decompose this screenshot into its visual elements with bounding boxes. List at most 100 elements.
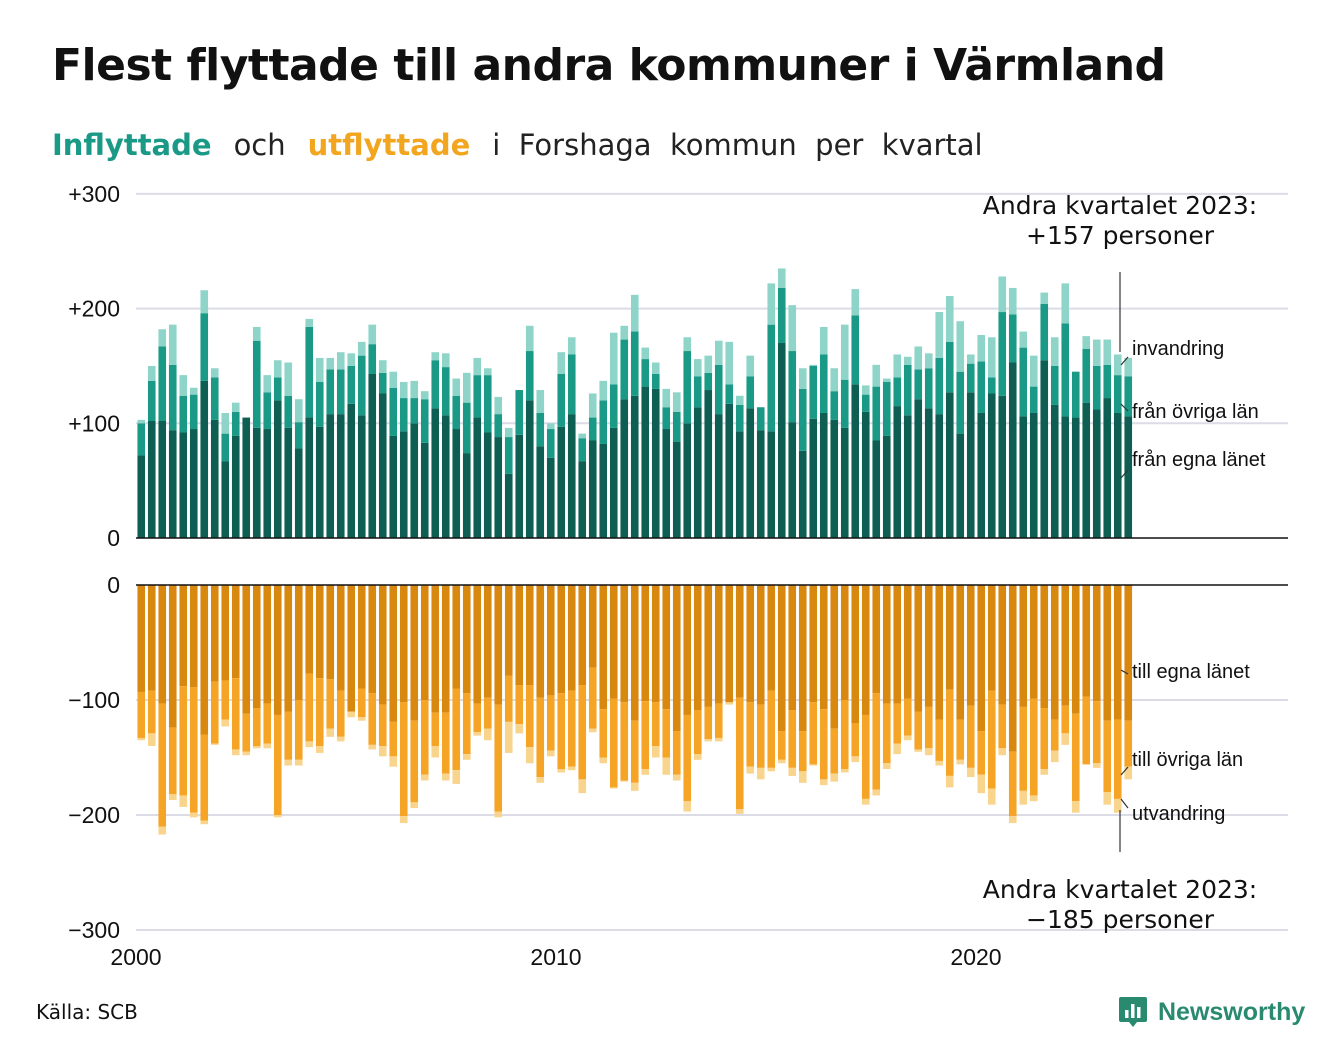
bar-out-utvandring — [872, 789, 881, 796]
bar-in-egna-lanet — [273, 400, 282, 538]
bar-in-invandring — [714, 340, 723, 365]
bar-in-invandring — [252, 326, 261, 341]
bar-in-ovriga-lan — [651, 373, 660, 389]
callouts: Andra kvartalet 2023: +157 personer Andr… — [983, 191, 1257, 934]
axes — [136, 272, 1288, 852]
bar-out-egna-lanet — [389, 585, 398, 722]
bar-out-ovriga-lan — [630, 720, 639, 783]
bar-out-egna-lanet — [903, 585, 912, 699]
bar-out-egna-lanet — [641, 585, 650, 702]
bar-in-ovriga-lan — [693, 376, 702, 408]
bar-in-egna-lanet — [504, 473, 513, 538]
bar-in-ovriga-lan — [168, 364, 177, 431]
bar-out-ovriga-lan — [903, 698, 912, 736]
grid-lines — [136, 192, 1288, 931]
bar-out-utvandring — [242, 751, 251, 756]
bar-out-utvandring — [158, 826, 167, 835]
bar-in-invandring — [347, 353, 356, 366]
bar-in-invandring — [840, 324, 849, 380]
bar-in-egna-lanet — [462, 453, 471, 538]
bar-in-ovriga-lan — [347, 365, 356, 404]
bar-in-egna-lanet — [452, 429, 461, 538]
bar-in-invandring — [483, 368, 492, 376]
bar-in-egna-lanet — [609, 427, 618, 538]
bar-out-utvandring — [1050, 750, 1059, 763]
bar-out-egna-lanet — [735, 585, 744, 698]
bar-in-egna-lanet — [914, 399, 923, 538]
bar-in-egna-lanet — [1050, 404, 1059, 538]
bar-out-utvandring — [1113, 798, 1122, 813]
bar-out-utvandring — [977, 774, 986, 794]
bar-out-egna-lanet — [525, 585, 534, 686]
bar-in-egna-lanet — [252, 427, 261, 538]
bar-in-egna-lanet — [714, 414, 723, 538]
bar-in-invandring — [158, 329, 167, 347]
bar-out-egna-lanet — [987, 585, 996, 691]
bar-out-egna-lanet — [599, 585, 608, 710]
bar-in-egna-lanet — [410, 423, 419, 538]
bar-in-egna-lanet — [861, 411, 870, 538]
bar-out-ovriga-lan — [242, 713, 251, 752]
bar-in-egna-lanet — [683, 423, 692, 538]
bar-in-ovriga-lan — [263, 392, 272, 430]
bar-out-egna-lanet — [630, 585, 639, 721]
bar-out-ovriga-lan — [683, 714, 692, 802]
bar-in-ovriga-lan — [851, 315, 860, 385]
bar-in-egna-lanet — [767, 431, 776, 538]
bar-out-egna-lanet — [1082, 585, 1091, 697]
bar-in-invandring — [168, 324, 177, 365]
bar-in-ovriga-lan — [378, 372, 387, 394]
bar-in-egna-lanet — [588, 440, 597, 538]
bar-out-egna-lanet — [368, 585, 377, 694]
bar-in-invandring — [609, 332, 618, 385]
bar-in-invandring — [410, 380, 419, 399]
bar-out-utvandring — [231, 749, 240, 756]
bar-in-egna-lanet — [924, 408, 933, 538]
bar-out-utvandring — [788, 767, 797, 776]
bar-in-ovriga-lan — [294, 422, 303, 449]
bar-out-ovriga-lan — [1029, 698, 1038, 796]
bar-out-ovriga-lan — [809, 702, 818, 765]
bar-out-egna-lanet — [714, 585, 723, 704]
bar-in-egna-lanet — [200, 380, 209, 538]
series-pointer-in — [1120, 356, 1129, 366]
bar-out-utvandring — [903, 735, 912, 741]
bar-in-ovriga-lan — [179, 395, 188, 433]
bar-out-ovriga-lan — [987, 690, 996, 789]
bar-in-invandring — [662, 388, 671, 408]
bar-out-ovriga-lan — [998, 704, 1007, 749]
bar-out-egna-lanet — [536, 585, 545, 698]
bar-out-egna-lanet — [1061, 585, 1070, 706]
bar-out-utvandring — [819, 779, 828, 786]
bar-out-utvandring — [746, 766, 755, 774]
x-tick-label: 2010 — [530, 944, 581, 970]
bar-out-egna-lanet — [1040, 585, 1049, 709]
bar-out-egna-lanet — [1071, 585, 1080, 714]
inflow-bars — [137, 268, 1133, 538]
bar-in-invandring — [200, 290, 209, 314]
bar-out-ovriga-lan — [263, 703, 272, 744]
bar-out-ovriga-lan — [861, 714, 870, 799]
bar-out-ovriga-lan — [651, 702, 660, 746]
bar-in-ovriga-lan — [473, 375, 482, 418]
bar-in-invandring — [210, 368, 219, 378]
bar-in-invandring — [473, 357, 482, 376]
bar-out-utvandring — [515, 724, 524, 734]
bar-out-egna-lanet — [977, 585, 986, 732]
bar-out-utvandring — [210, 743, 219, 745]
bar-out-ovriga-lan — [515, 685, 524, 725]
bar-in-ovriga-lan — [1082, 348, 1091, 403]
bar-in-egna-lanet — [420, 442, 429, 538]
bar-in-invandring — [945, 295, 954, 342]
bar-in-invandring — [924, 353, 933, 369]
bar-out-egna-lanet — [378, 585, 387, 705]
series-pointer-out — [1120, 798, 1129, 809]
bar-in-egna-lanet — [830, 419, 839, 538]
bar-in-ovriga-lan — [494, 414, 503, 438]
bar-in-invandring — [431, 352, 440, 361]
bar-in-invandring — [725, 341, 734, 385]
bar-out-utvandring — [725, 702, 734, 705]
bar-in-egna-lanet — [578, 461, 587, 538]
bar-in-invandring — [1103, 339, 1112, 365]
bar-in-invandring — [1113, 354, 1122, 376]
